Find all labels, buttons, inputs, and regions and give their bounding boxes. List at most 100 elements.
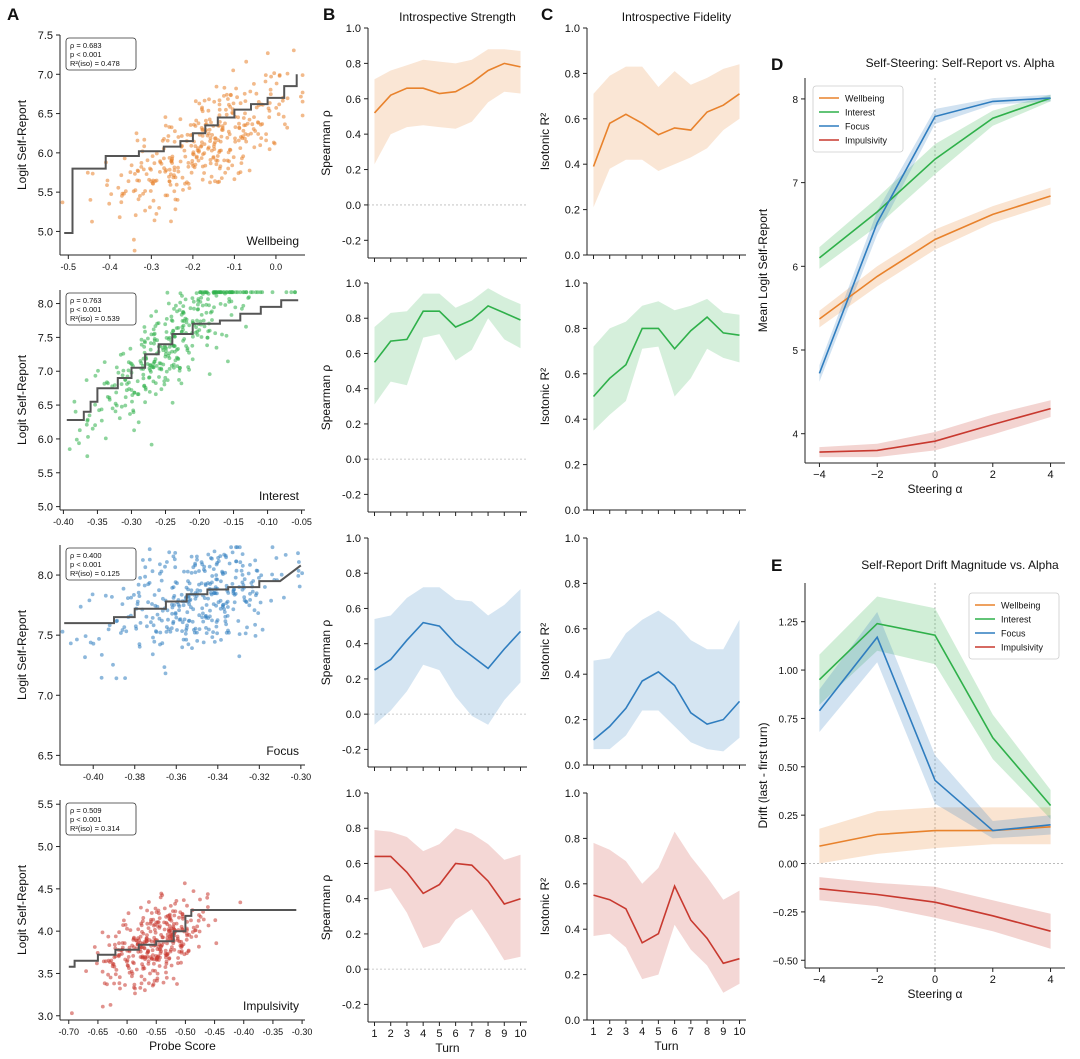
x-tick-label: 4 — [420, 1028, 426, 1040]
x-tick-label: 2 — [990, 974, 996, 986]
scatter-point — [176, 961, 180, 966]
scatter-point — [183, 631, 188, 636]
scatter-point — [91, 641, 96, 646]
scatter-point — [223, 121, 227, 126]
scatter-point — [187, 598, 192, 603]
scatter-panel-impulsivity: 3.0 3.5 4.0 4.5 5.0 5.5 -0.70 -0.65 -0.60 -0.55 -0… — [15, 799, 312, 1053]
scatter-point — [90, 426, 95, 431]
scatter-point — [233, 305, 238, 310]
scatter-point — [134, 131, 139, 136]
scatter-point — [92, 945, 97, 949]
scatter-point — [179, 960, 183, 965]
scatter-point — [232, 592, 237, 597]
scatter-point — [245, 625, 249, 630]
y-tick-label: −0.25 — [773, 908, 799, 919]
scatter-point — [110, 964, 115, 969]
scatter-point — [242, 123, 247, 128]
scatter-point — [182, 881, 187, 886]
scatter-point — [124, 388, 129, 393]
x-tick-label: 0 — [932, 974, 938, 986]
scatter-point — [136, 420, 141, 425]
scatter-point — [139, 342, 144, 347]
scatter-point — [189, 143, 194, 148]
scatter-point — [74, 437, 79, 442]
scatter-point — [167, 367, 172, 371]
y-tick-label: -0.2 — [342, 999, 361, 1011]
scatter-point — [146, 926, 151, 930]
scatter-point — [157, 361, 162, 366]
scatter-point — [85, 454, 90, 459]
y-tick-label: 6.5 — [38, 109, 53, 121]
scatter-point — [132, 390, 137, 395]
scatter-point — [188, 306, 193, 311]
confidence-band — [819, 94, 1051, 269]
scatter-point — [204, 626, 208, 630]
scatter-point — [111, 662, 115, 667]
scatter-point — [186, 579, 190, 583]
series-line — [592, 670, 741, 741]
scatter-point — [180, 629, 185, 633]
legend-label: Interest — [1001, 615, 1032, 625]
y-tick-label: 0.8 — [565, 833, 580, 845]
scatter-point — [163, 354, 168, 359]
scatter-point — [243, 631, 248, 636]
scatter-point — [147, 390, 152, 394]
scatter-point — [106, 381, 110, 386]
scatter-point — [224, 630, 229, 635]
scatter-point — [150, 154, 155, 159]
scatter-point — [184, 937, 189, 942]
scatter-point — [148, 363, 153, 368]
scatter-point — [195, 557, 199, 562]
scatter-point — [136, 582, 141, 587]
scatter-point — [240, 552, 245, 556]
scatter-point — [181, 603, 186, 608]
scatter-point — [168, 629, 173, 634]
trait-label: Focus — [266, 744, 299, 758]
scatter-point — [122, 156, 127, 161]
scatter-point — [173, 565, 178, 570]
legend-label: Impulsivity — [845, 136, 888, 146]
scatter-point — [195, 924, 200, 929]
scatter-point — [282, 595, 286, 600]
scatter-point — [113, 409, 118, 414]
y-tick-label: 1.0 — [565, 278, 580, 290]
scatter-point — [93, 423, 97, 428]
scatter-point — [141, 376, 146, 381]
scatter-point — [167, 924, 172, 928]
scatter-point — [178, 117, 183, 122]
y-axis-label: Spearman ρ — [319, 620, 333, 686]
scatter-point — [189, 588, 194, 593]
y-tick-label: 1.0 — [346, 788, 361, 800]
scatter-point — [224, 555, 229, 560]
scatter-point — [166, 301, 171, 306]
scatter-point — [237, 126, 242, 131]
scatter-point — [227, 290, 232, 295]
y-tick-label: 1.0 — [346, 533, 361, 545]
scatter-point — [238, 101, 243, 106]
scatter-point — [192, 306, 196, 311]
scatter-point — [169, 626, 174, 631]
scatter-point — [164, 915, 169, 919]
scatter-point — [142, 383, 147, 388]
scatter-point — [129, 163, 134, 168]
scatter-point — [210, 635, 215, 639]
series-line — [373, 62, 521, 114]
scatter-point — [208, 614, 212, 619]
scatter-point — [145, 624, 149, 629]
scatter-point — [143, 340, 147, 345]
confidence-band — [819, 596, 1051, 819]
scatter-point — [128, 412, 132, 416]
scatter-point — [168, 183, 173, 187]
y-tick-label: 0.2 — [565, 460, 580, 472]
scatter-point — [152, 338, 157, 343]
y-tick-label: 6.0 — [38, 148, 53, 160]
scatter-point — [148, 189, 153, 193]
scatter-point — [149, 620, 153, 625]
scatter-point — [155, 955, 160, 960]
y-tick-label: 8.0 — [38, 299, 53, 311]
scatter-point — [117, 941, 121, 946]
scatter-point — [225, 158, 230, 163]
scatter-point — [178, 300, 183, 305]
x-tick-label: -0.20 — [189, 517, 210, 527]
scatter-point — [297, 560, 301, 564]
